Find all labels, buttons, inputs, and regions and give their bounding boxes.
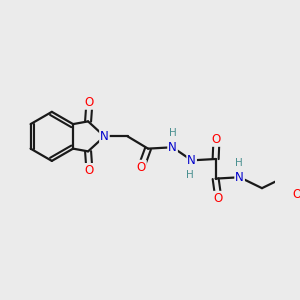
Text: O: O [85, 164, 94, 177]
Text: O: O [212, 133, 221, 146]
Text: H: H [235, 158, 243, 168]
Text: H: H [169, 128, 177, 138]
Text: O: O [214, 192, 223, 205]
Text: O: O [85, 96, 94, 109]
Text: N: N [100, 130, 109, 143]
Text: N: N [187, 154, 196, 167]
Text: N: N [168, 141, 177, 154]
Text: H: H [186, 169, 194, 179]
Text: O: O [136, 161, 146, 174]
Text: O: O [292, 188, 300, 201]
Text: N: N [235, 171, 244, 184]
